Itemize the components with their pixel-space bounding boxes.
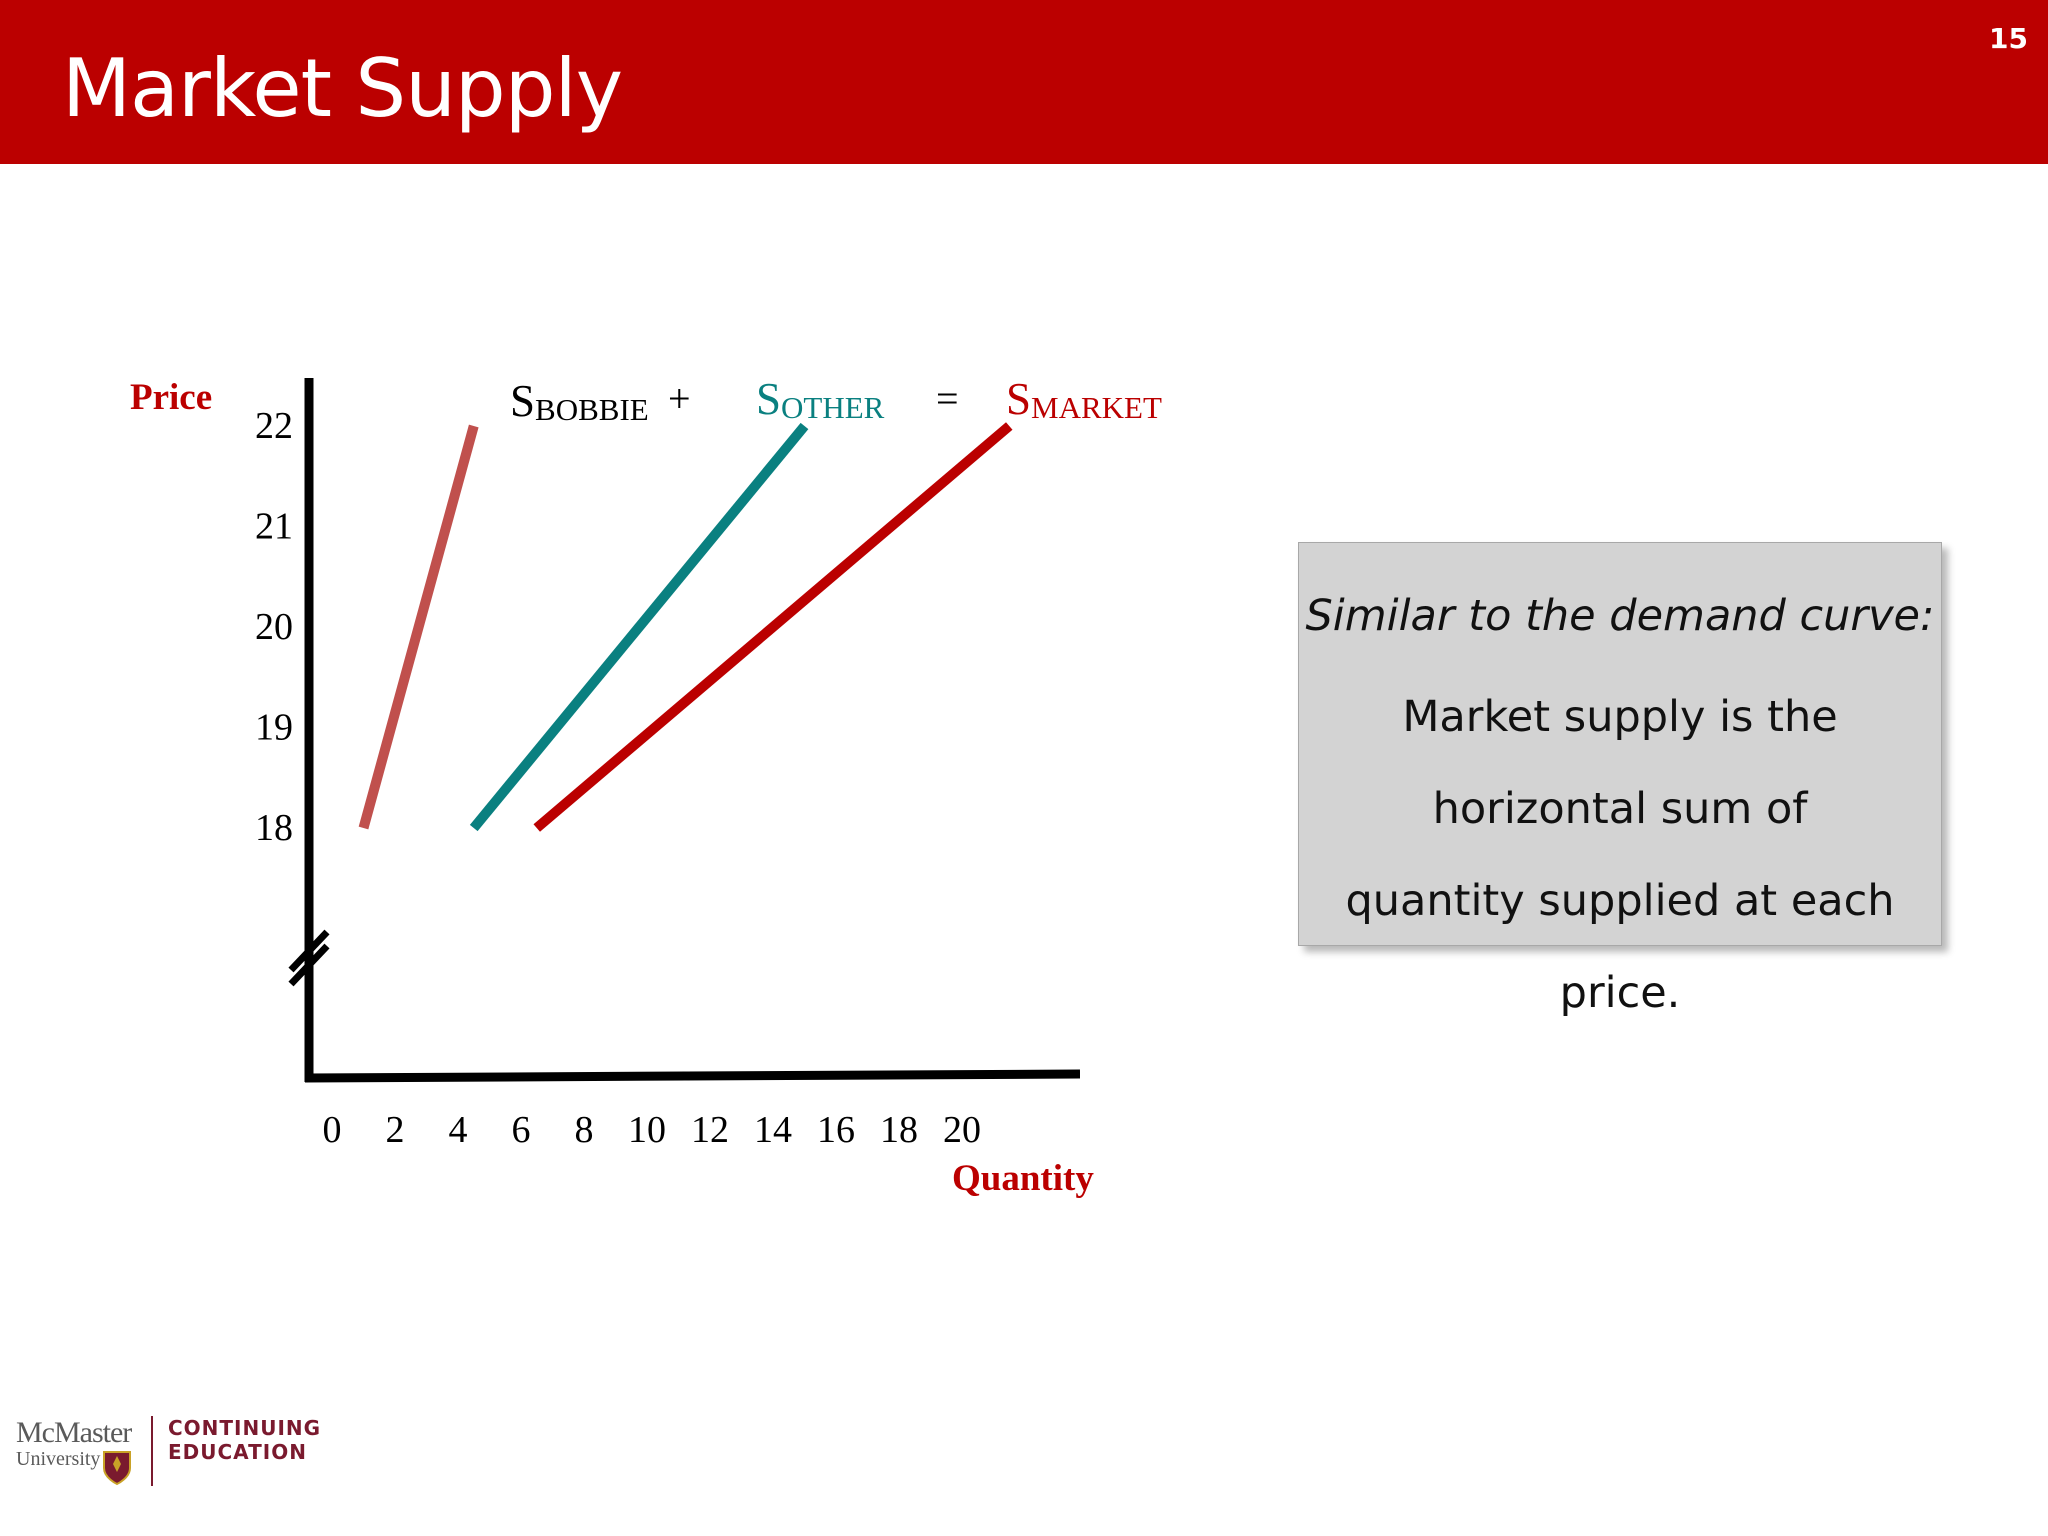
- supply-chart: Price Quantity 0 2 4 6 8 10 12 14 16 18 20 18 19 20 2…: [130, 374, 1162, 1199]
- x-tick-labels: 0 2 4 6 8 10 12 14 16 18 20: [323, 1109, 982, 1151]
- callout-box: Similar to the demand curve: Market supp…: [1298, 542, 1942, 1018]
- mcmaster-logo: McMaster University CONTINUING EDUCATION: [16, 1412, 320, 1488]
- x-tick-12: 12: [691, 1109, 729, 1151]
- y-tick-20: 20: [255, 606, 293, 648]
- logo-mcmaster: McMaster: [16, 1416, 132, 1449]
- y-tick-19: 19: [255, 707, 293, 749]
- axis-break-mark-0: [288, 929, 330, 973]
- supply-equation: SBOBBIE + SOTHER = SMARKET: [510, 374, 1162, 427]
- logo-continuing: CONTINUING: [168, 1416, 322, 1440]
- x-tick-18: 18: [880, 1109, 918, 1151]
- logo-divider: [151, 1416, 153, 1486]
- callout-heading: Similar to the demand curve:: [1305, 591, 1935, 641]
- x-axis: [304, 1069, 1081, 1083]
- callout-body: Market supply is the horizontal sum of q…: [1345, 692, 1895, 1018]
- x-tick-2: 2: [386, 1109, 405, 1151]
- y-tick-22: 22: [255, 405, 293, 447]
- supply-line-other: [469, 422, 809, 832]
- y-axis-label: Price: [130, 377, 212, 418]
- x-tick-16: 16: [817, 1109, 855, 1151]
- x-tick-10: 10: [628, 1109, 666, 1151]
- logo-education: EDUCATION: [168, 1440, 307, 1464]
- equals-sign: =: [936, 376, 959, 421]
- supply-line-market: [533, 422, 1013, 832]
- supply-line-bobbie: [358, 424, 479, 830]
- slide-title: Market Supply: [62, 42, 623, 135]
- x-tick-20: 20: [943, 1109, 981, 1151]
- y-tick-21: 21: [255, 506, 293, 548]
- x-tick-6: 6: [512, 1109, 531, 1151]
- axis-break-mark-1: [288, 943, 330, 987]
- page-number: 15: [1989, 22, 2028, 55]
- label-market: SMARKET: [1006, 374, 1162, 425]
- x-tick-0: 0: [323, 1109, 342, 1151]
- x-tick-14: 14: [754, 1109, 792, 1151]
- y-axis-break: [288, 929, 330, 987]
- label-bobbie: SBOBBIE: [510, 376, 649, 427]
- x-tick-4: 4: [449, 1109, 468, 1151]
- y-tick-labels: 18 19 20 21 22: [255, 405, 293, 849]
- crest-icon: [103, 1451, 131, 1486]
- plus-sign: +: [668, 376, 691, 421]
- y-tick-18: 18: [255, 807, 293, 849]
- title-bar: Market Supply 15: [0, 0, 2048, 164]
- logo-university: University: [16, 1448, 101, 1470]
- label-other: SOTHER: [756, 374, 885, 425]
- series-lines: [358, 422, 1013, 832]
- x-tick-8: 8: [575, 1109, 594, 1151]
- x-axis-label: Quantity: [952, 1158, 1094, 1199]
